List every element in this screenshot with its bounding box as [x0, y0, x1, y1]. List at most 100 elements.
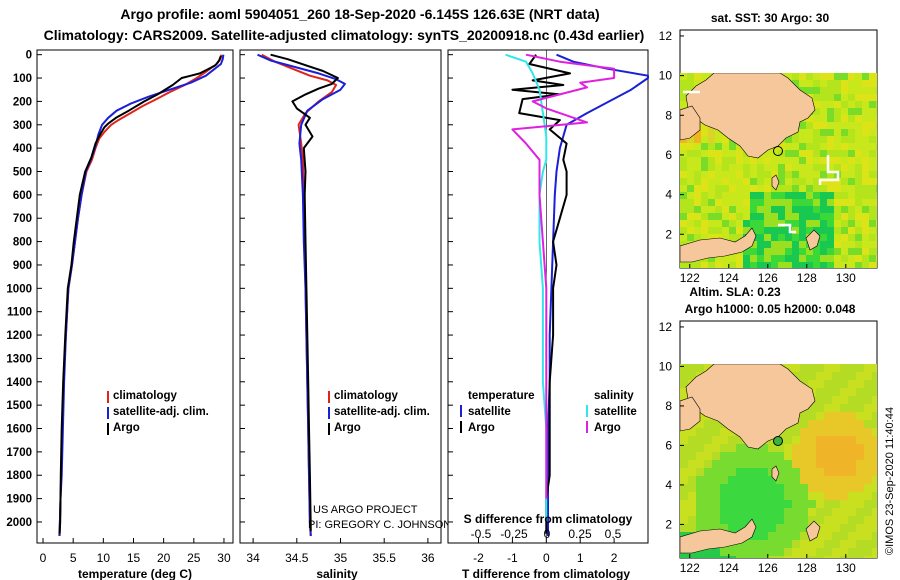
- sst-cell: [841, 234, 849, 242]
- sst-cell: [715, 185, 723, 193]
- sla-cell: [728, 524, 737, 533]
- sla-cell: [744, 492, 753, 501]
- sst-cell: [799, 241, 807, 249]
- sst-cell: [694, 157, 702, 165]
- sst-cell: [855, 227, 863, 235]
- sst-cell: [841, 157, 849, 165]
- sst-cell: [792, 178, 800, 186]
- sst-cell: [841, 80, 849, 88]
- sla-cell: [704, 516, 713, 525]
- temperature-panel: 0100200300400500600700800900100011001200…: [6, 49, 234, 580]
- sst-cell: [855, 255, 863, 263]
- sst-cell: [820, 192, 828, 200]
- sst-cell: [687, 143, 695, 151]
- sst-cell: [743, 178, 751, 186]
- sst-cell: [694, 171, 702, 179]
- sst-cell: [792, 73, 800, 81]
- sla-cell: [824, 396, 833, 405]
- sst-cell: [862, 108, 870, 116]
- sla-cell: [864, 484, 873, 493]
- sst-cell: [862, 157, 870, 165]
- sst-cell: [876, 192, 877, 200]
- sla-cell: [848, 492, 857, 501]
- sst-cell: [680, 80, 688, 88]
- sst-cell: [855, 199, 863, 207]
- sst-cell: [862, 129, 870, 137]
- sst-cell: [701, 206, 709, 214]
- sla-cell: [840, 452, 849, 461]
- sst-cell: [799, 129, 807, 137]
- sst-cell: [785, 164, 793, 172]
- sla-cell: [840, 540, 849, 549]
- sst-cell: [820, 255, 828, 263]
- sst-cell: [757, 234, 765, 242]
- sla-cell: [736, 516, 745, 525]
- sst-cell: [743, 171, 751, 179]
- sla-cell: [688, 516, 697, 525]
- sla-cell: [808, 548, 817, 557]
- sla-cell: [872, 372, 877, 381]
- sst-cell: [834, 262, 842, 268]
- sst-cell: [743, 262, 751, 268]
- map-y-tick-label: 12: [659, 29, 673, 43]
- sst-cell: [792, 185, 800, 193]
- sst-cell: [848, 122, 856, 130]
- sst-cell: [708, 185, 716, 193]
- sla-cell: [808, 412, 817, 421]
- sla-cell: [872, 364, 877, 373]
- sst-cell: [680, 101, 688, 109]
- x-tick-label: 0: [543, 551, 550, 565]
- sst-cell: [862, 164, 870, 172]
- sla-cell: [800, 516, 809, 525]
- sst-cell: [841, 178, 849, 186]
- sst-cell: [869, 241, 877, 249]
- sla-cell: [728, 500, 737, 509]
- sla-cell: [680, 484, 689, 493]
- sst-cell: [799, 171, 807, 179]
- sst-cell: [792, 241, 800, 249]
- sla-cell: [808, 372, 817, 381]
- sst-cell: [687, 80, 695, 88]
- sst-cell: [820, 227, 828, 235]
- sla-cell: [832, 412, 841, 421]
- sst-cell: [729, 213, 737, 221]
- sla-cell: [848, 484, 857, 493]
- sst-cell: [855, 241, 863, 249]
- sla-cell: [688, 436, 697, 445]
- sst-cell: [827, 241, 835, 249]
- sla-cell: [816, 388, 825, 397]
- sst-cell: [834, 206, 842, 214]
- sst-cell: [848, 192, 856, 200]
- sst-cell: [750, 157, 758, 165]
- sla-cell: [824, 452, 833, 461]
- sla-cell: [840, 412, 849, 421]
- sst-cell: [736, 143, 744, 151]
- depth-tick-label: 900: [13, 260, 32, 272]
- sla-cell: [840, 508, 849, 517]
- sst-cell: [757, 199, 765, 207]
- sst-cell: [876, 185, 877, 193]
- sla-cell: [760, 508, 769, 517]
- sst-cell: [813, 164, 821, 172]
- sst-cell: [862, 206, 870, 214]
- sst-cell: [848, 248, 856, 256]
- sla-cell: [768, 532, 777, 541]
- sla-cell: [736, 540, 745, 549]
- sst-cell: [729, 157, 737, 165]
- sst-cell: [771, 227, 779, 235]
- sst-cell: [792, 80, 800, 88]
- sla-cell: [864, 540, 873, 549]
- sst-cell: [806, 143, 814, 151]
- sla-cell: [832, 476, 841, 485]
- land-mindanao-west: [680, 396, 701, 432]
- sla-cell: [680, 436, 689, 445]
- sla-cell: [720, 516, 729, 525]
- sst-cell: [743, 192, 751, 200]
- sst-cell: [841, 213, 849, 221]
- sst-cell: [785, 262, 793, 268]
- sla-cell: [864, 404, 873, 413]
- sla-cell: [744, 484, 753, 493]
- depth-tick-label: 100: [13, 73, 32, 85]
- sst-cell: [813, 185, 821, 193]
